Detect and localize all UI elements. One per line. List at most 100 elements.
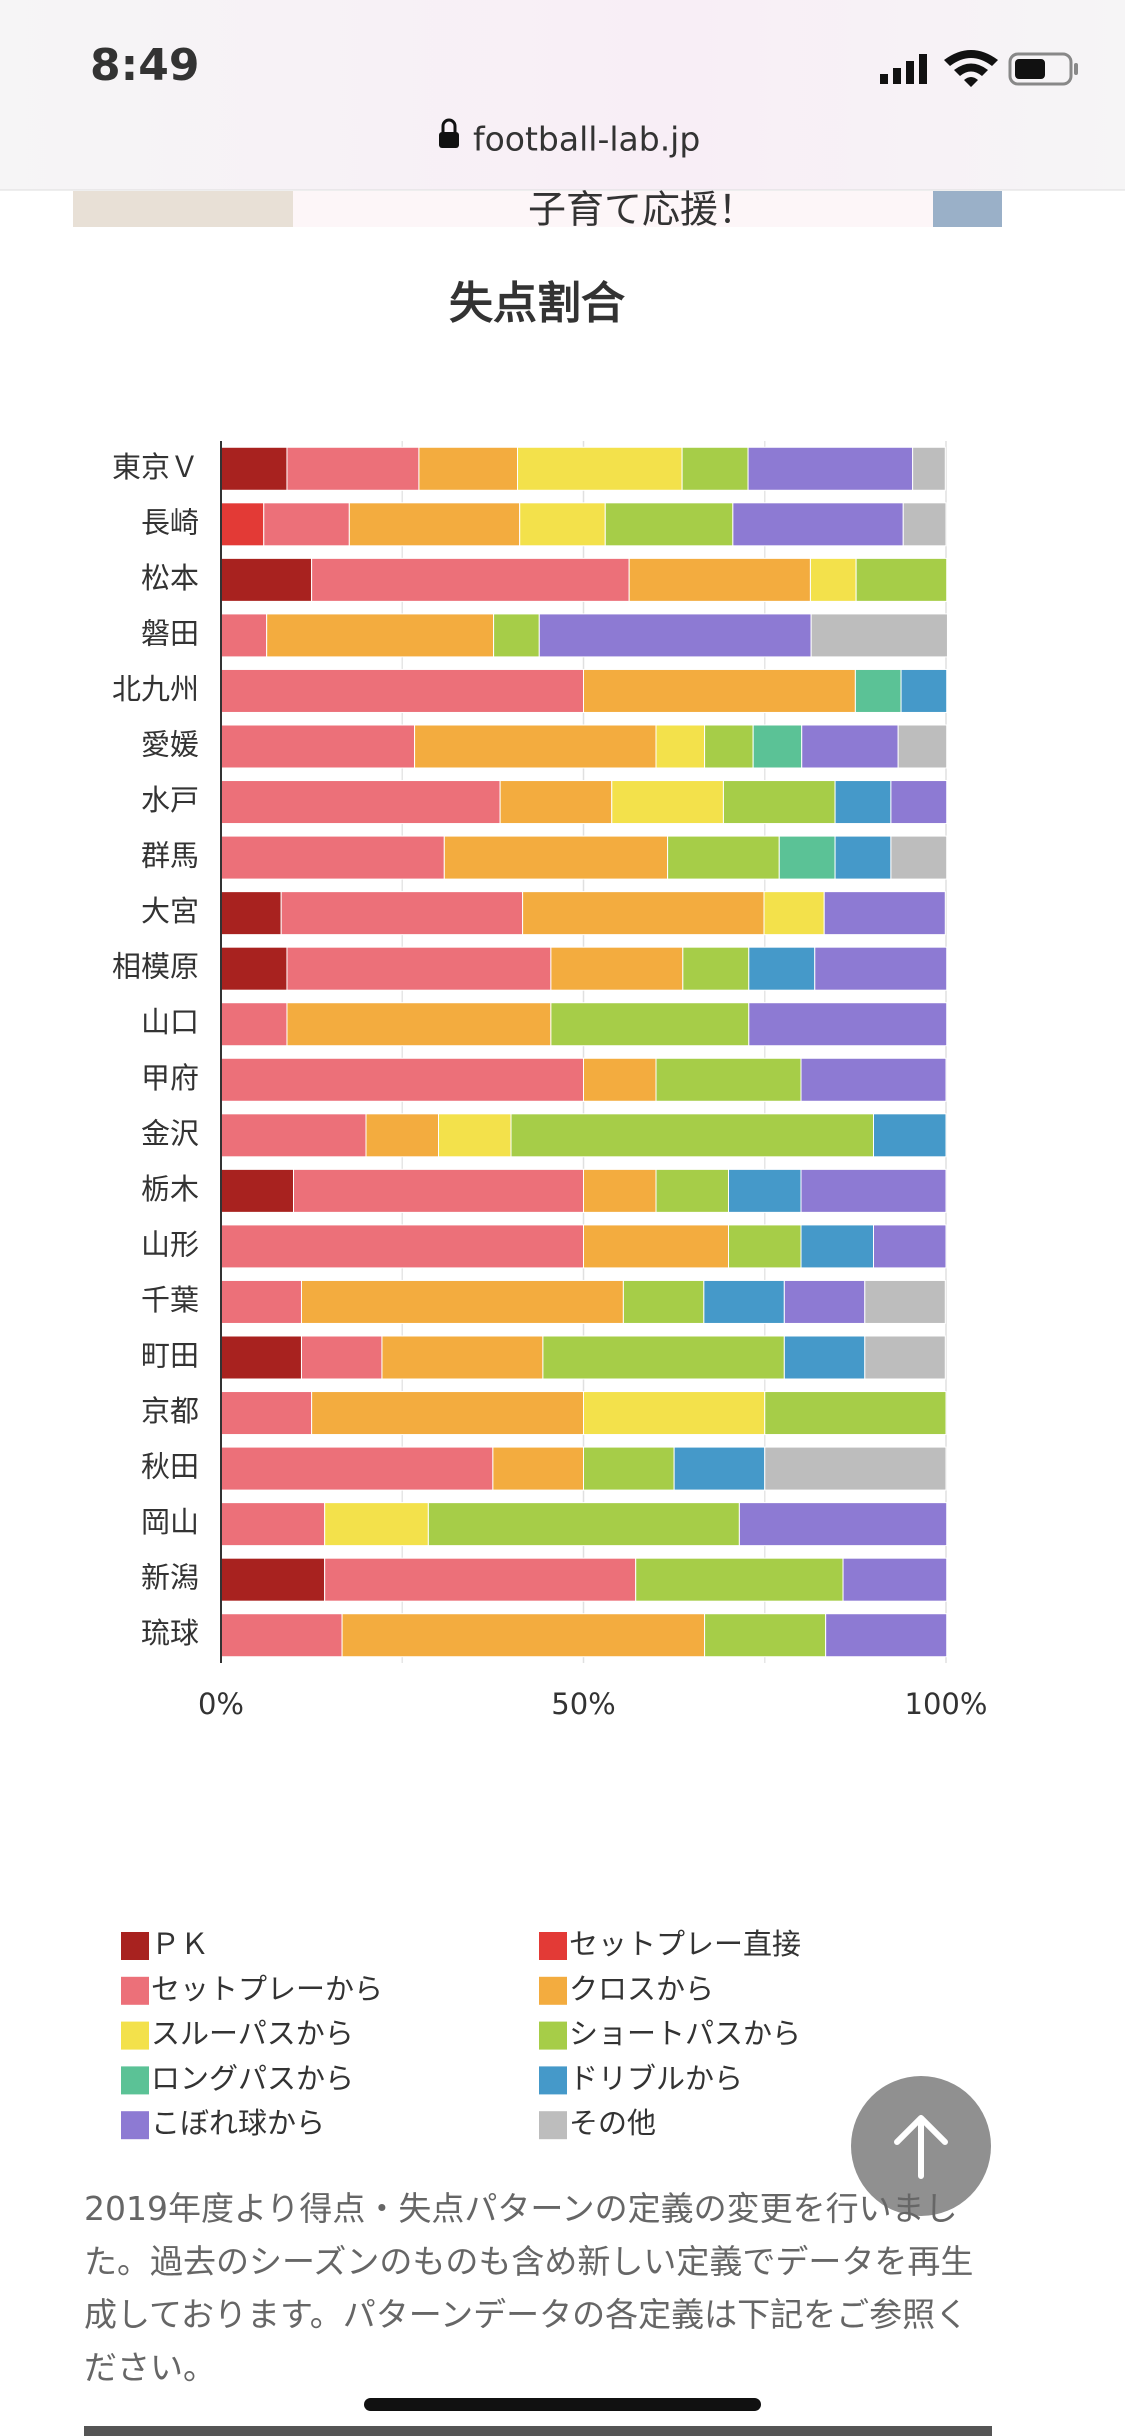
y-tick-label: 金沢 — [141, 1116, 199, 1150]
bar-segment — [311, 557, 630, 602]
battery-icon — [1008, 52, 1073, 86]
bar-segment — [266, 613, 495, 658]
bar-segment — [583, 1168, 657, 1213]
bar-segment — [220, 946, 288, 991]
bar-segment — [732, 502, 904, 547]
bar-segment — [854, 668, 902, 713]
y-tick-label: 琉球 — [141, 1616, 199, 1650]
bar-segment — [814, 946, 948, 991]
y-tick-label: 磐田 — [141, 616, 199, 650]
signal-icon — [880, 54, 927, 84]
bar-segment — [220, 668, 584, 713]
bar-segment — [550, 1002, 750, 1047]
bar-segment — [864, 1335, 946, 1380]
bar-segment — [365, 1113, 439, 1158]
bar-segment — [655, 1057, 802, 1102]
legend-label: ドリブルから — [569, 2061, 743, 2095]
bar-segment — [902, 502, 947, 547]
bar-segment — [800, 1168, 947, 1213]
bar-segment — [220, 780, 501, 825]
bar-segment — [286, 1002, 552, 1047]
bar-segment — [220, 1224, 584, 1269]
bar-segment — [293, 1168, 584, 1213]
bar-segment — [220, 446, 288, 491]
bar-segment — [801, 724, 899, 769]
ad-banner[interactable] — [293, 191, 933, 227]
legend-swatch — [121, 2021, 149, 2050]
y-tick-label: 京都 — [141, 1394, 199, 1428]
bar-segment — [220, 724, 416, 769]
bar-segment — [873, 1113, 947, 1158]
bar-segment — [783, 1279, 866, 1324]
ad-image-right[interactable] — [933, 191, 1002, 227]
bar-segment — [738, 1502, 948, 1547]
y-tick-label: 岡山 — [141, 1505, 199, 1539]
bar-segment — [348, 502, 521, 547]
home-indicator — [364, 2398, 761, 2411]
ad-image-left[interactable] — [73, 191, 293, 227]
bar-segment — [823, 891, 946, 936]
bar-segment — [220, 557, 313, 602]
bar-segment — [324, 1557, 637, 1602]
bar-segment — [220, 1279, 302, 1324]
bar-segment — [611, 780, 724, 825]
bar-segment — [897, 724, 948, 769]
bar-segment — [583, 1446, 675, 1491]
y-tick-label: 水戸 — [141, 783, 199, 817]
bar-segment — [704, 1613, 827, 1658]
bar-segment — [220, 1502, 326, 1547]
lock-shackle — [441, 118, 457, 133]
y-tick-label: 新潟 — [141, 1561, 199, 1595]
bar-segment — [286, 946, 552, 991]
bar-segment — [381, 1335, 544, 1380]
bar-segment — [220, 1391, 313, 1436]
x-tick-label: 50% — [551, 1687, 615, 1721]
clock: 8:49 — [90, 40, 199, 91]
bar-segment — [583, 1391, 766, 1436]
bar-segment — [220, 1168, 294, 1213]
url[interactable]: football-lab.jp — [473, 120, 700, 159]
legend-swatch — [121, 2111, 149, 2140]
y-tick-label: 山口 — [141, 1005, 199, 1039]
bar-segment — [427, 1502, 740, 1547]
bar-segment — [220, 835, 445, 880]
bar-segment — [220, 1557, 326, 1602]
bar-segment — [499, 780, 613, 825]
bar-segment — [873, 1224, 947, 1269]
bar-segment — [628, 557, 811, 602]
note: 2019年度より得点・失点パターンの定義の変更を行いました。過去のシーズンのもの… — [84, 2189, 974, 2387]
y-tick-label: 北九州 — [112, 672, 199, 706]
ad-text[interactable]: 子育て応援！ — [528, 188, 756, 232]
bar-segment — [764, 1391, 947, 1436]
y-tick-label: 栃木 — [141, 1172, 199, 1206]
bar-segment — [220, 1613, 343, 1658]
bar-segment — [748, 1002, 948, 1047]
bar-segment — [443, 835, 669, 880]
bar-segment — [681, 446, 749, 491]
bar-segment — [810, 613, 948, 658]
bar-segment — [682, 946, 750, 991]
bar-segment — [550, 946, 684, 991]
bar-segment — [220, 1335, 302, 1380]
bar-segment — [220, 1002, 288, 1047]
legend-label: こぼれ球から — [151, 2106, 325, 2140]
bar-segment — [522, 891, 765, 936]
bar-segment — [286, 446, 420, 491]
bar-segment — [583, 668, 856, 713]
bar-segment — [220, 502, 265, 547]
legend-swatch — [539, 2066, 567, 2095]
legend-swatch — [121, 1976, 149, 2005]
battery-tip — [1074, 63, 1078, 75]
bar-segment — [825, 1613, 948, 1658]
bar-segment — [510, 1113, 874, 1158]
legend-label: その他 — [569, 2106, 656, 2140]
bar-segment — [635, 1557, 844, 1602]
bar-segment — [542, 1335, 785, 1380]
bar-segment — [748, 946, 816, 991]
bar-segment — [220, 1057, 584, 1102]
y-tick-label: 群馬 — [141, 839, 199, 873]
legend-label: ショートパスから — [569, 2017, 801, 2051]
bar-segment — [655, 1168, 729, 1213]
